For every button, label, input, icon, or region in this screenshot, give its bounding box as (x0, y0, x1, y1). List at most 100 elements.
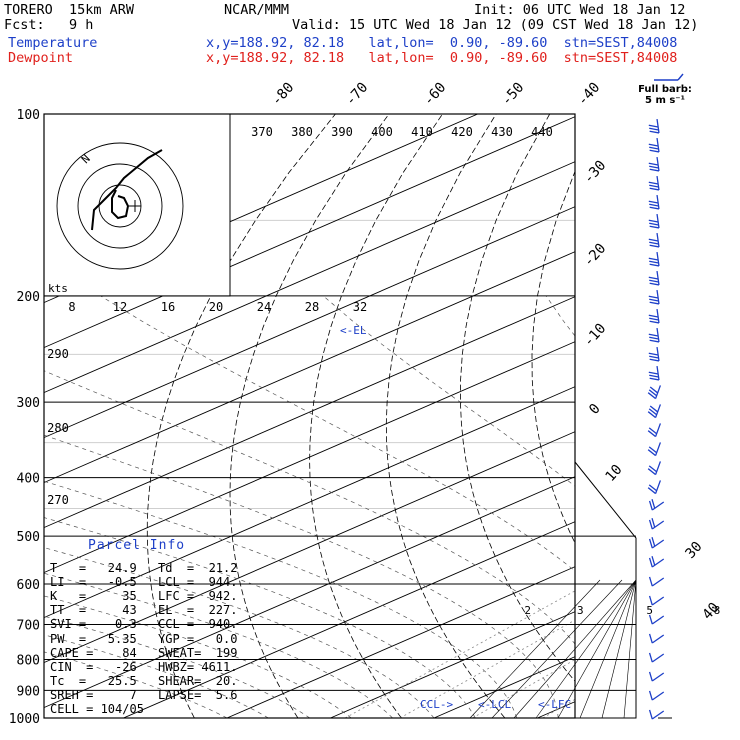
parcel-value: T = 24.9 (50, 561, 137, 575)
wind-barb (648, 690, 665, 701)
barb-staff (651, 691, 665, 701)
barb-staff (651, 539, 665, 549)
barb-staff (656, 118, 660, 134)
isotherm-label: 10 (602, 462, 625, 485)
dry-adiabat (229, 114, 390, 719)
barb-feather (649, 317, 659, 321)
moist-adiabat (44, 634, 269, 719)
hodograph-frame (43, 113, 231, 297)
barb-feather (648, 219, 659, 223)
barb-feather (648, 276, 659, 280)
barb-staff (656, 289, 660, 305)
wind-barb (648, 308, 660, 324)
dry-adiabat (668, 114, 740, 718)
barb-feather (647, 487, 657, 495)
mixing-ratio-label: 2 (524, 604, 531, 617)
barb-feather (648, 143, 659, 147)
isotherm (44, 251, 575, 484)
barb-feather (649, 149, 660, 153)
dewpoint-profile (651, 114, 740, 718)
dry-adiabat (531, 170, 575, 544)
wind-barb (647, 480, 662, 495)
barb-feather (649, 355, 659, 359)
parcel-value: Tc = 25.5 (50, 673, 137, 688)
moist-adiabat (44, 615, 310, 719)
wind-barb (648, 365, 660, 381)
wind-speed-tick: 32 (353, 300, 367, 314)
barb-feather (649, 279, 659, 283)
sounding-annotation: <-LCL (478, 698, 511, 711)
parcel-value: LCL = 944. (158, 575, 238, 590)
barb-staff (654, 423, 662, 437)
barb-feather (648, 408, 658, 416)
pressure-tick-label: 600 (17, 578, 40, 593)
barb-feather (648, 333, 659, 337)
forecast-hour: Fcst: 9 h (4, 17, 94, 33)
theta-label: 400 (371, 125, 393, 139)
barb-feather (651, 499, 656, 509)
wind-barb (648, 671, 665, 682)
barb-feather (649, 320, 660, 324)
barb-feather (648, 427, 658, 435)
wind-barb (648, 595, 665, 606)
parcel-value: LFC = 942. (158, 589, 238, 604)
wind-barb (648, 346, 660, 362)
barb-feather (648, 162, 659, 166)
theta-label: 380 (291, 125, 313, 139)
barb-staff (654, 404, 662, 418)
isotherm-label: -10 (581, 321, 610, 351)
dry-adiabat (385, 114, 506, 719)
sounding-annotation: <-LFC (538, 698, 571, 711)
wind-barb (648, 118, 660, 134)
theta-label: 290 (47, 347, 69, 361)
parcel-value: YGP = 0.0 (158, 631, 238, 646)
isotherm-label: 30 (682, 539, 705, 562)
theta-label: 280 (47, 421, 69, 435)
barb-feather (648, 671, 653, 682)
theta-label: 440 (531, 125, 553, 139)
wind-speed-tick: 24 (257, 300, 271, 314)
parcel-value: SVI = 0.3 (50, 617, 137, 632)
wind-barb (648, 156, 660, 172)
isotherm-label: -40 (575, 80, 604, 110)
barb-staff (651, 558, 665, 568)
barb-feather (648, 519, 653, 530)
wind-speed-tick: 28 (305, 300, 319, 314)
barb-feather (649, 301, 660, 305)
isotherm-label: -50 (499, 80, 528, 110)
barb-feather (649, 222, 659, 226)
barb-staff (656, 232, 660, 248)
barb-feather (647, 430, 657, 438)
wind-barb (648, 652, 665, 663)
barb-staff (654, 385, 662, 399)
lower-box-line (557, 579, 637, 719)
barb-staff (656, 213, 660, 229)
temperature-legend: Temperature (8, 35, 98, 51)
barb-feather (651, 518, 656, 528)
pressure-tick-label: 400 (17, 472, 40, 487)
lower-box-line (601, 579, 637, 719)
moist-adiabat (44, 595, 352, 719)
barb-feather (648, 557, 653, 568)
moist-adiabat (44, 370, 575, 645)
parcel-value: SREH = 7 (50, 687, 137, 702)
barb-staff (651, 577, 665, 587)
barb-staff (654, 461, 662, 475)
hodograph-trace (111, 189, 130, 220)
barb-feather (649, 260, 659, 264)
barb-staff (651, 653, 665, 663)
barb-staff (656, 327, 660, 343)
barb-feather (649, 206, 660, 210)
wind-barb (648, 251, 660, 267)
parcel-value: PW = 5.35 (50, 631, 137, 646)
wind-barb (648, 537, 665, 549)
isotherm-label: -70 (343, 80, 372, 110)
barb-feather (649, 127, 659, 131)
parcel-value: CCL = 940. (158, 617, 238, 632)
barb-staff (651, 672, 665, 682)
lower-box-line (579, 579, 637, 719)
isotherm-label: -60 (421, 80, 450, 110)
barb-feather (648, 595, 653, 606)
parcel-value: CIN = -26 (50, 659, 137, 674)
wind-barb (648, 614, 665, 625)
